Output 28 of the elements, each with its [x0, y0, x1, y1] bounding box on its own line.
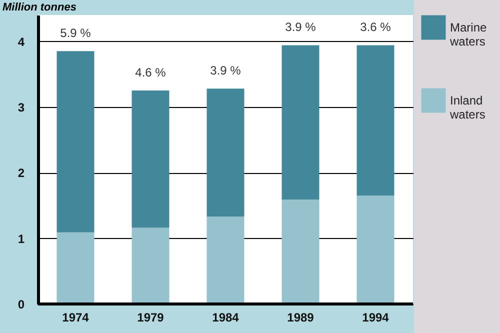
y-tick-label: 0 — [18, 298, 25, 312]
annotation: 3.6 % — [360, 20, 392, 34]
y-tick-label: 3 — [18, 100, 25, 114]
legend-label: Marine waters — [449, 20, 488, 48]
bar — [132, 228, 170, 304]
y-tick-label: 2 — [18, 166, 25, 180]
y-tick-label: 4 — [18, 34, 25, 49]
bar — [356, 196, 394, 304]
bar — [206, 216, 244, 304]
bar — [282, 45, 320, 200]
x-tick-label: 1984 — [212, 310, 240, 324]
bar — [56, 232, 94, 304]
x-tick-label: 1974 — [62, 310, 90, 324]
bar — [132, 90, 170, 228]
x-tick-label: 1994 — [362, 310, 390, 324]
bar — [282, 200, 320, 304]
y-axis-title: Million tonnes — [2, 2, 76, 14]
legend-label: Inland waters — [449, 94, 486, 122]
annotation: 5.9 % — [60, 26, 92, 40]
annotation: 3.9 % — [210, 64, 242, 78]
annotation: 3.9 % — [285, 20, 316, 34]
bar — [356, 45, 394, 196]
y-tick-label: 1 — [18, 232, 25, 246]
x-tick-label: 1989 — [287, 310, 314, 324]
bar — [206, 88, 244, 217]
annotation: 4.6 % — [135, 66, 166, 80]
bar — [56, 51, 94, 232]
x-tick-label: 1979 — [137, 310, 164, 324]
